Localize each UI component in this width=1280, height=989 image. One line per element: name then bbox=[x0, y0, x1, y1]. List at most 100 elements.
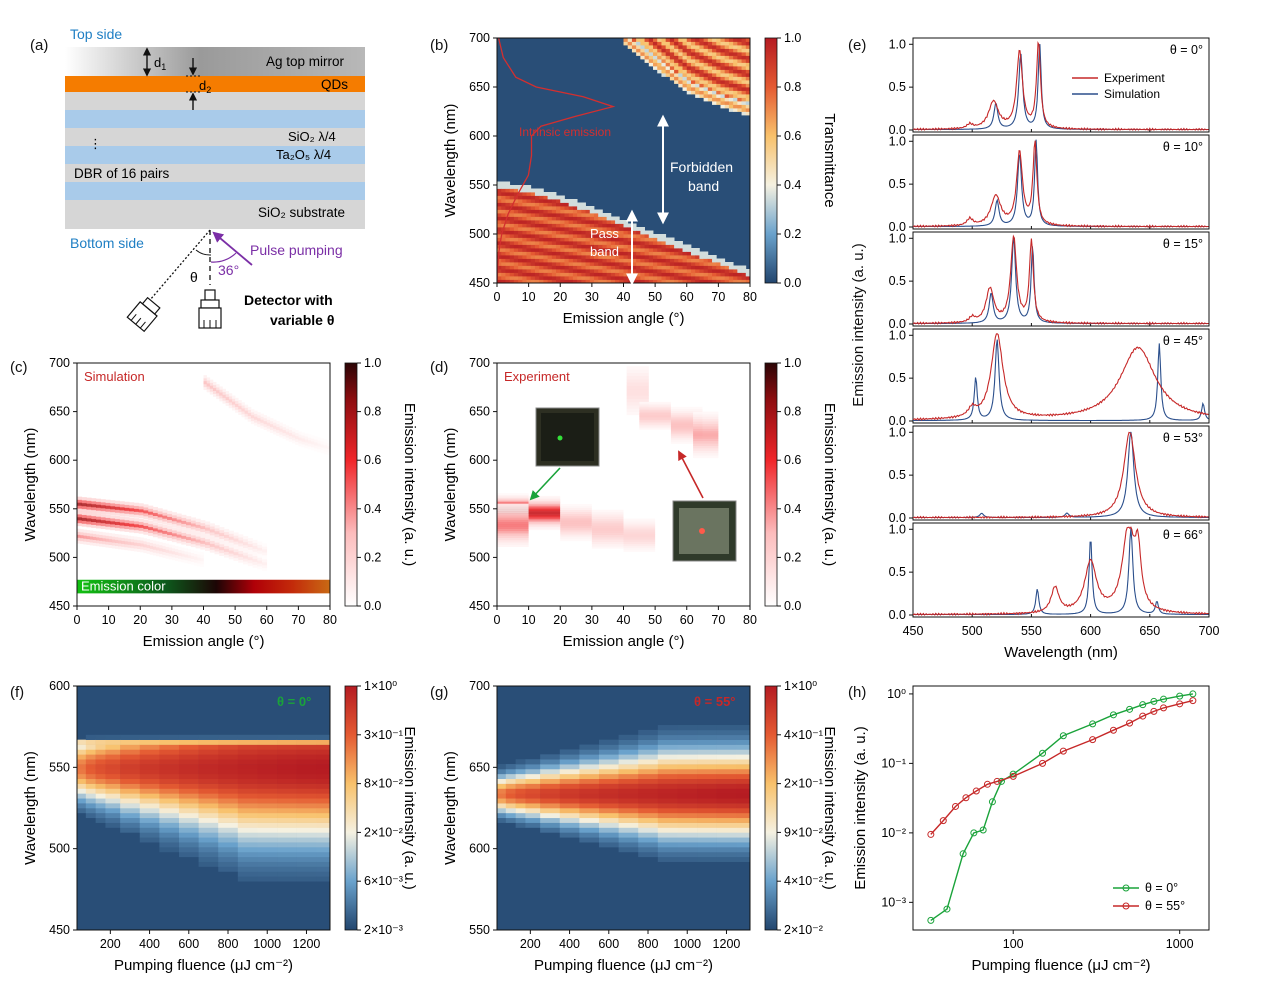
heat-cell bbox=[589, 244, 595, 249]
mode-cell bbox=[279, 425, 283, 429]
exp-cell bbox=[497, 497, 529, 500]
heat-cell bbox=[619, 251, 624, 256]
mode-cell bbox=[171, 553, 176, 558]
heat-cell bbox=[547, 209, 553, 214]
heat-cell bbox=[745, 111, 750, 116]
mode-cell bbox=[148, 517, 154, 521]
x-tick-label: 40 bbox=[197, 613, 211, 627]
heat-cell bbox=[572, 213, 578, 217]
heat-cell bbox=[296, 832, 317, 838]
mode-cell bbox=[157, 526, 163, 530]
heat-cell bbox=[733, 90, 738, 95]
heat-cell bbox=[703, 262, 709, 266]
mode-cell bbox=[138, 530, 144, 534]
exp-cell bbox=[528, 502, 561, 505]
heat-cell bbox=[526, 216, 532, 221]
mode-cell bbox=[263, 415, 268, 419]
mode-cell bbox=[282, 424, 287, 428]
mode-cell bbox=[118, 534, 122, 538]
mode-cell bbox=[143, 510, 149, 514]
heat-cell bbox=[178, 798, 199, 804]
heat-cell bbox=[257, 866, 278, 872]
heat-cell bbox=[218, 856, 239, 862]
heat-cell bbox=[518, 244, 523, 249]
mode-cell bbox=[138, 521, 144, 525]
heat-cell bbox=[564, 262, 570, 266]
y-tick-label: 500 bbox=[49, 842, 70, 856]
heat-cell bbox=[540, 798, 561, 804]
heat-cell bbox=[593, 244, 599, 249]
heat-cell bbox=[568, 199, 574, 203]
heat-cell bbox=[539, 251, 544, 256]
mode-cell bbox=[311, 447, 315, 451]
heat-cell bbox=[661, 234, 667, 238]
heat-cell bbox=[648, 272, 654, 277]
heat-cell bbox=[737, 55, 742, 60]
mode-cell bbox=[110, 508, 116, 513]
x-tick-label: 50 bbox=[648, 290, 662, 304]
heat-cell bbox=[661, 262, 667, 266]
heat-cell bbox=[85, 744, 96, 750]
x-tick-label: 80 bbox=[743, 613, 757, 627]
heat-cell bbox=[697, 847, 717, 853]
mode-cell bbox=[124, 501, 130, 505]
heat-cell bbox=[610, 216, 616, 221]
heat-cell bbox=[690, 265, 696, 270]
y-axis-label: Wavelength (nm) bbox=[442, 428, 459, 542]
exp-cell bbox=[591, 516, 624, 520]
heat-cell bbox=[497, 237, 502, 242]
mode-cell bbox=[257, 566, 263, 570]
heat-cell bbox=[606, 237, 612, 242]
heat-cell bbox=[560, 234, 565, 238]
heat-cell bbox=[505, 262, 511, 266]
mode-cell bbox=[111, 533, 116, 537]
heat-cell bbox=[724, 41, 730, 46]
heat-cell bbox=[316, 783, 330, 789]
heat-cell bbox=[497, 265, 502, 270]
heat-cell bbox=[277, 778, 297, 784]
heat-cell bbox=[564, 265, 570, 270]
mode-cell bbox=[209, 540, 215, 544]
exp-cell bbox=[497, 521, 529, 525]
mode-cell bbox=[156, 541, 160, 545]
heat-cell bbox=[513, 220, 519, 224]
heat-cell bbox=[540, 768, 561, 775]
heat-cell bbox=[669, 251, 675, 256]
mode-cell bbox=[133, 505, 139, 509]
mode-cell bbox=[176, 513, 182, 517]
heat-cell bbox=[661, 258, 667, 263]
heat-cell bbox=[509, 206, 515, 210]
heat-cell bbox=[547, 223, 553, 228]
heat-cell bbox=[619, 223, 624, 228]
data-point bbox=[993, 777, 1001, 785]
heat-cell bbox=[606, 220, 612, 224]
exp-cell bbox=[560, 525, 592, 528]
heat-cell bbox=[678, 52, 683, 56]
mode-cell bbox=[162, 518, 168, 522]
heat-cell bbox=[515, 817, 526, 823]
heat-cell bbox=[741, 272, 747, 277]
mode-cell bbox=[119, 509, 125, 514]
heat-cell bbox=[653, 276, 658, 280]
mode-cell bbox=[190, 538, 196, 542]
mode-cell bbox=[83, 538, 87, 542]
mode-cell bbox=[228, 396, 233, 400]
heat-cell bbox=[526, 265, 532, 270]
heat-cell bbox=[686, 66, 692, 70]
heat-cell bbox=[560, 262, 565, 266]
heat-cell bbox=[551, 199, 557, 203]
mode-cell bbox=[105, 511, 111, 515]
heat-cell bbox=[690, 38, 696, 42]
heat-cell bbox=[539, 269, 544, 273]
mode-cell bbox=[133, 529, 139, 534]
heat-cell bbox=[178, 822, 199, 828]
heat-cell bbox=[716, 76, 721, 81]
mode-cell bbox=[186, 516, 192, 520]
heat-cell bbox=[237, 842, 258, 848]
exp-cell bbox=[591, 512, 624, 515]
heat-cell bbox=[296, 837, 317, 843]
exp-cell bbox=[693, 438, 719, 442]
heat-cell bbox=[716, 827, 737, 833]
heat-cell bbox=[678, 38, 683, 42]
mode-cell bbox=[209, 379, 214, 383]
